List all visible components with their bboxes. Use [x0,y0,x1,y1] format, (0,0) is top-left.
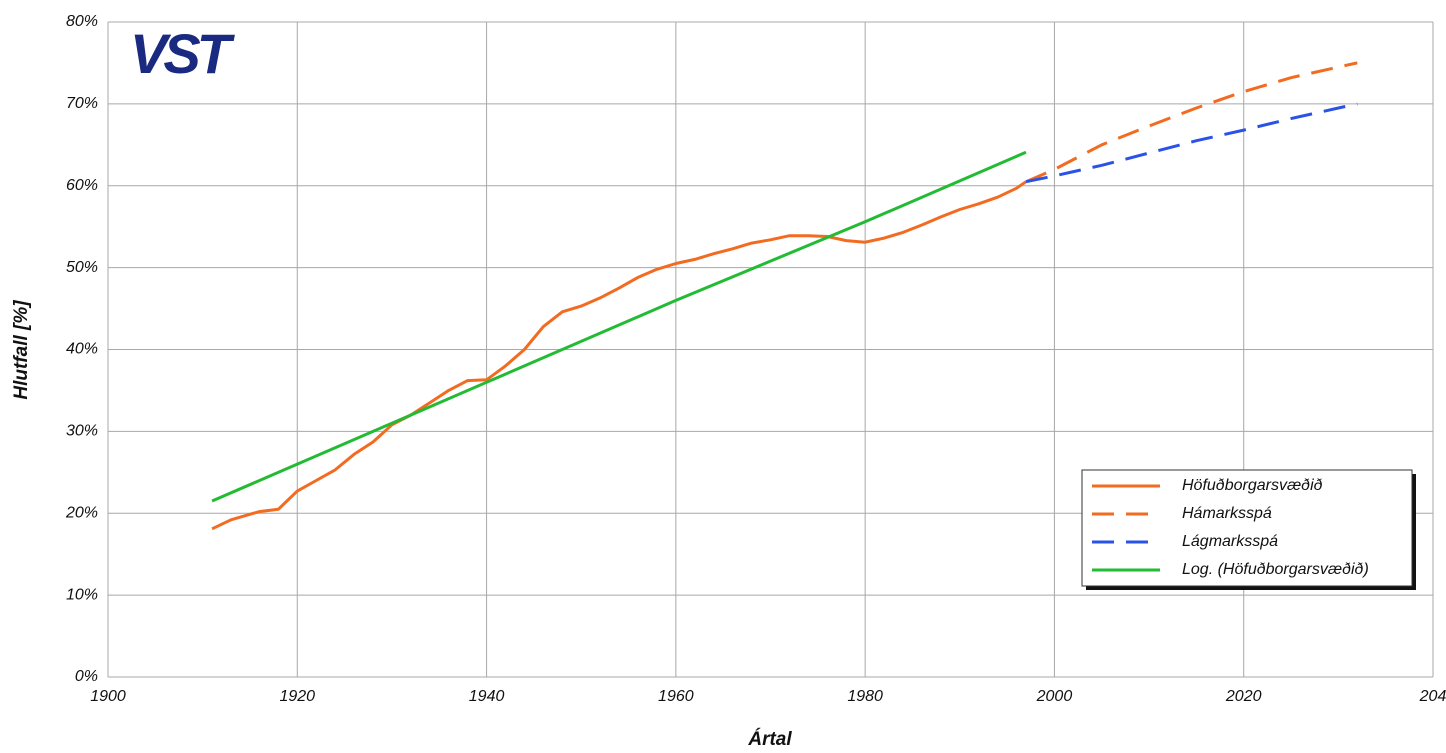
legend-label: Hámarksspá [1182,505,1272,522]
y-tick-label: 10% [66,586,98,603]
y-tick-label: 40% [66,341,98,358]
x-tick-label: 1900 [90,688,126,705]
legend-label: Lágmarksspá [1182,533,1278,550]
x-tick-label: 2020 [1225,688,1262,705]
x-tick-label: 204 [1419,688,1446,705]
x-tick-label: 2000 [1036,688,1073,705]
series-line [1025,61,1358,184]
x-axis-label: Ártal [747,728,792,750]
x-tick-label: 1980 [847,688,883,705]
y-tick-label: 50% [66,259,98,276]
series-line [211,150,1027,503]
y-tick-label: 0% [75,668,98,685]
x-tick-label: 1920 [279,688,315,705]
legend-label: Höfuðborgarsvæðið [1182,477,1323,494]
legend-label: Log. (Höfuðborgarsvæðið) [1182,561,1369,578]
y-tick-label: 70% [66,95,98,112]
series-line [1025,102,1358,184]
y-axis-label: Hlutfall [%] [11,300,32,400]
y-tick-label: 20% [65,504,98,521]
x-tick-label: 1960 [658,688,694,705]
legend-box [1081,469,1413,587]
y-tick-label: 30% [66,423,98,440]
x-tick-label: 1940 [469,688,505,705]
series-line [211,180,1027,531]
y-tick-label: 60% [66,177,98,194]
y-tick-label: 80% [66,13,98,30]
logo: VST [130,22,236,85]
